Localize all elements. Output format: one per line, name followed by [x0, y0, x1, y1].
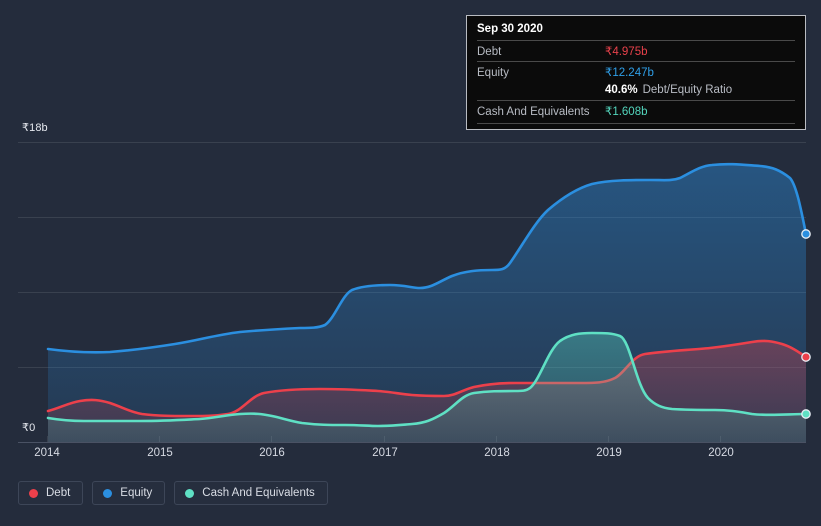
x-axis-tick-2020: 2020 [708, 447, 734, 459]
chart-tooltip: Sep 30 2020 Debt ₹4.975b Equity ₹12.247b… [466, 15, 806, 130]
legend-item-debt[interactable]: Debt [18, 481, 84, 505]
legend-label-cash: Cash And Equivalents [202, 487, 315, 499]
y-axis-label-zero: ₹0 [22, 422, 36, 434]
debt-line [46, 339, 808, 418]
legend-label-equity: Equity [120, 487, 153, 499]
equity-line [46, 162, 808, 354]
tooltip-ratio-label: Debt/Equity Ratio [642, 84, 733, 96]
cash-endpoint-marker [801, 409, 811, 419]
tooltip-value-debt: ₹4.975b [605, 46, 648, 58]
tooltip-label-cash: Cash And Equivalents [477, 106, 590, 118]
debt-endpoint-marker [801, 352, 811, 362]
x-axis-tick-2015: 2015 [147, 447, 173, 459]
x-axis-tick-2016: 2016 [259, 447, 285, 459]
tooltip-bottom-divider [477, 123, 795, 124]
chart-legend: Debt Equity Cash And Equivalents [18, 481, 328, 505]
x-axis-tick-2019: 2019 [596, 447, 622, 459]
tooltip-row-ratio: 40.6% Debt/Equity Ratio [477, 82, 795, 100]
tooltip-date: Sep 30 2020 [477, 23, 543, 35]
legend-label-debt: Debt [46, 487, 71, 499]
tooltip-label-debt: Debt [477, 46, 502, 58]
tooltip-value-cash: ₹1.608b [605, 106, 648, 118]
x-axis-tick-2018: 2018 [484, 447, 510, 459]
y-axis-label-max: ₹18b [22, 122, 48, 134]
chart-plot-area[interactable]: ₹18b ₹0 2014 2015 2016 2017 2018 2019 20… [0, 0, 821, 470]
legend-item-equity[interactable]: Equity [92, 481, 166, 505]
tooltip-value-equity: ₹12.247b [605, 67, 654, 79]
tooltip-ratio-percent: 40.6% [605, 84, 638, 96]
tooltip-row-cash: Cash And Equivalents ₹1.608b [477, 100, 795, 121]
tooltip-row-equity: Equity ₹12.247b [477, 61, 795, 82]
legend-dot-cash-icon [185, 488, 195, 498]
chart-svg [18, 142, 811, 443]
legend-dot-equity-icon [103, 488, 113, 498]
x-axis-tick-2014: 2014 [34, 447, 60, 459]
cash-line [46, 331, 808, 428]
legend-dot-debt-icon [29, 488, 38, 498]
equity-endpoint-marker [801, 229, 811, 239]
legend-item-cash[interactable]: Cash And Equivalents [174, 481, 328, 505]
x-axis-tick-2017: 2017 [372, 447, 398, 459]
tooltip-row-debt: Debt ₹4.975b [477, 40, 795, 61]
tooltip-label-equity: Equity [477, 67, 509, 79]
